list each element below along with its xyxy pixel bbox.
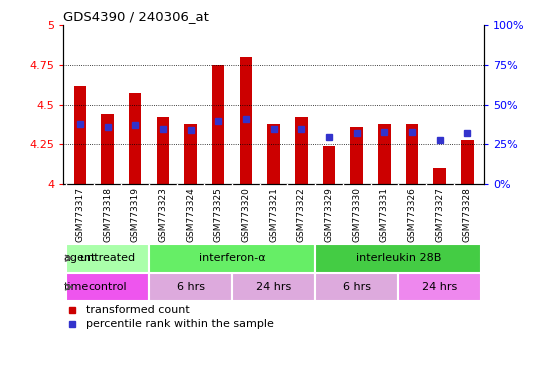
Text: GSM773329: GSM773329 — [324, 187, 333, 242]
Bar — [461, 140, 474, 184]
Text: GSM773327: GSM773327 — [435, 187, 444, 242]
Text: untreated: untreated — [80, 253, 135, 263]
Bar — [157, 118, 169, 184]
Text: GSM773331: GSM773331 — [380, 187, 389, 242]
Text: GDS4390 / 240306_at: GDS4390 / 240306_at — [63, 10, 209, 23]
Text: GSM773323: GSM773323 — [158, 187, 167, 242]
Bar — [129, 93, 141, 184]
Bar — [315, 273, 398, 301]
Bar — [315, 244, 481, 273]
Text: control: control — [88, 282, 127, 292]
Text: GSM773318: GSM773318 — [103, 187, 112, 242]
Bar — [66, 273, 149, 301]
Bar — [66, 244, 149, 273]
Bar — [232, 273, 315, 301]
Text: 6 hrs: 6 hrs — [343, 282, 371, 292]
Text: agent: agent — [64, 253, 96, 263]
Text: interferon-α: interferon-α — [199, 253, 266, 263]
Text: GSM773325: GSM773325 — [214, 187, 223, 242]
Text: time: time — [64, 282, 89, 292]
Bar — [212, 65, 224, 184]
Bar — [74, 86, 86, 184]
Bar — [149, 244, 315, 273]
Bar — [101, 114, 114, 184]
Text: interleukin 28B: interleukin 28B — [355, 253, 441, 263]
Bar — [323, 146, 335, 184]
Text: GSM773322: GSM773322 — [297, 187, 306, 242]
Text: transformed count: transformed count — [86, 305, 190, 315]
Text: GSM773321: GSM773321 — [269, 187, 278, 242]
Bar — [295, 118, 307, 184]
Bar — [433, 169, 446, 184]
Text: GSM773324: GSM773324 — [186, 187, 195, 242]
Bar — [184, 124, 197, 184]
Text: GSM773326: GSM773326 — [408, 187, 416, 242]
Bar — [240, 57, 252, 184]
Text: 6 hrs: 6 hrs — [177, 282, 205, 292]
Text: GSM773320: GSM773320 — [241, 187, 250, 242]
Text: percentile rank within the sample: percentile rank within the sample — [86, 319, 274, 329]
Text: GSM773319: GSM773319 — [131, 187, 140, 242]
Bar — [267, 124, 280, 184]
Text: GSM773328: GSM773328 — [463, 187, 472, 242]
Bar — [350, 127, 363, 184]
Text: GSM773330: GSM773330 — [352, 187, 361, 242]
Text: 24 hrs: 24 hrs — [256, 282, 292, 292]
Bar — [406, 124, 418, 184]
Bar — [378, 124, 390, 184]
Text: GSM773317: GSM773317 — [75, 187, 84, 242]
Text: 24 hrs: 24 hrs — [422, 282, 458, 292]
Bar — [149, 273, 232, 301]
Bar — [398, 273, 481, 301]
